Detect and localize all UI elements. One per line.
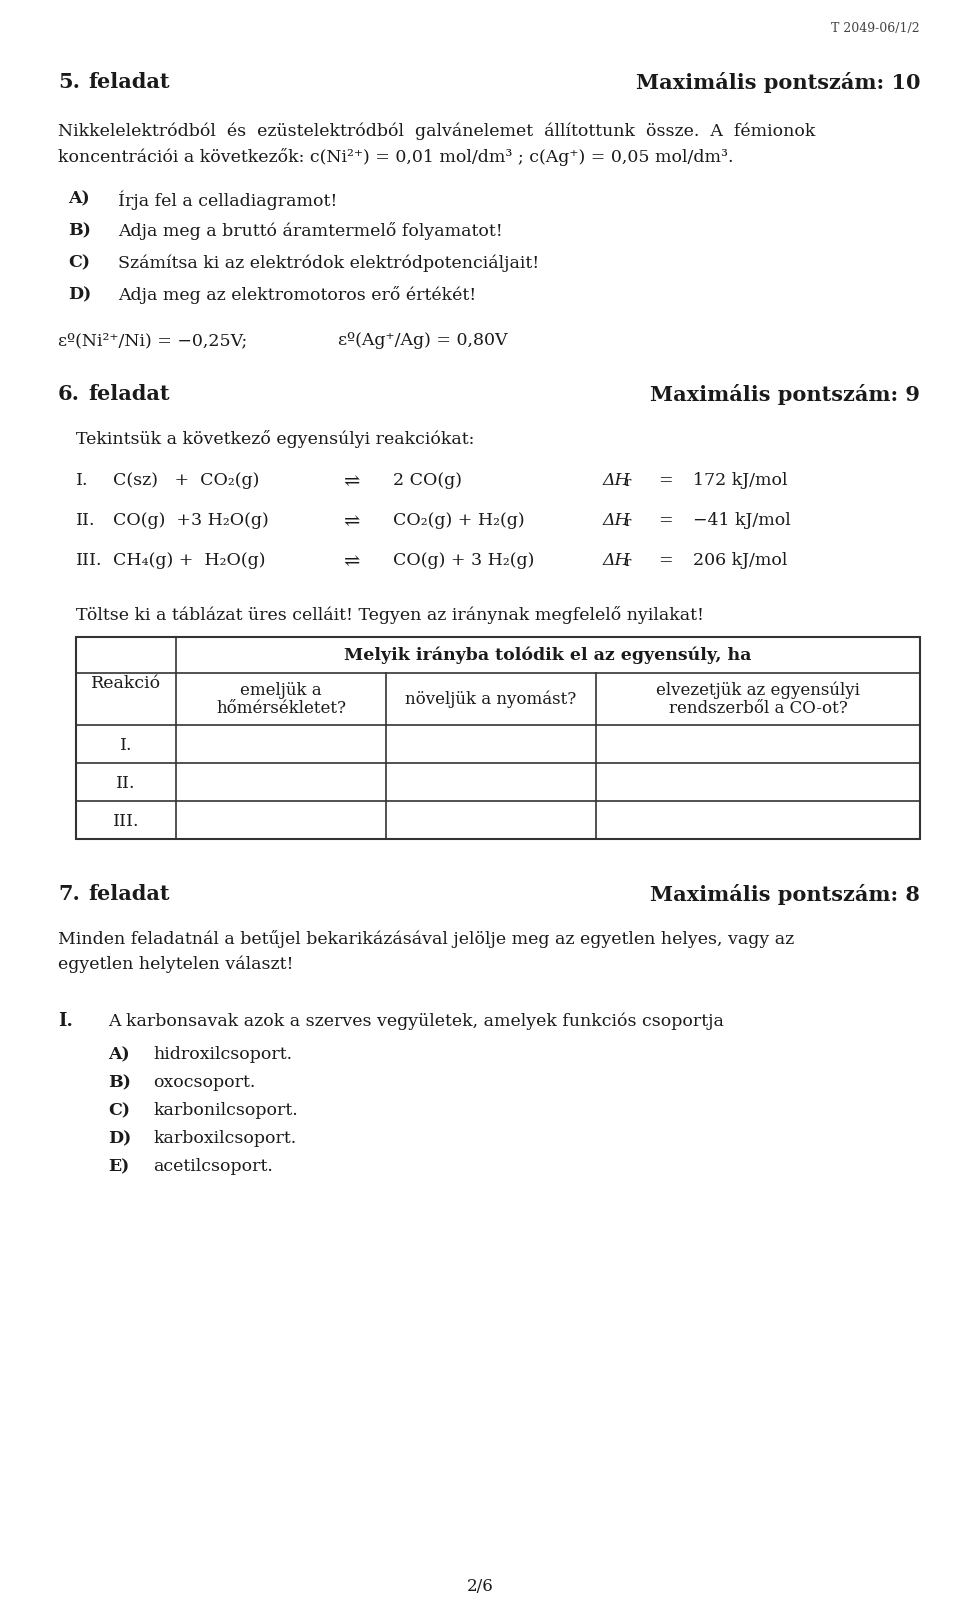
Text: Maximális pontszám: 10: Maximális pontszám: 10 (636, 72, 920, 93)
Text: A): A) (108, 1045, 130, 1062)
Text: Reakció: Reakció (91, 675, 161, 691)
Text: elvezetjük az egyensúlyi: elvezetjük az egyensúlyi (656, 681, 860, 699)
Text: Tekintsük a következő egyensúlyi reakciókat:: Tekintsük a következő egyensúlyi reakció… (76, 429, 474, 448)
Text: 2/6: 2/6 (467, 1576, 493, 1594)
Text: ΔH: ΔH (603, 472, 631, 489)
Text: C(sz)   +  CO₂(g): C(sz) + CO₂(g) (113, 472, 259, 489)
Text: III.: III. (112, 813, 139, 829)
Text: oxocsoport.: oxocsoport. (153, 1073, 255, 1090)
Text: =: = (658, 511, 673, 529)
Text: hidroxilcsoport.: hidroxilcsoport. (153, 1045, 292, 1062)
Text: C): C) (108, 1101, 130, 1118)
Text: B): B) (68, 222, 91, 239)
Text: I.: I. (76, 472, 88, 489)
Text: Számítsa ki az elektródok elektródpotenciáljait!: Számítsa ki az elektródok elektródpotenc… (118, 254, 540, 272)
Text: CH₄(g) +  H₂O(g): CH₄(g) + H₂O(g) (113, 551, 266, 569)
Text: ⇌: ⇌ (343, 511, 359, 530)
Text: Minden feladatnál a betűjel bekarikázásával jelölje meg az egyetlen helyes, vagy: Minden feladatnál a betűjel bekarikázásá… (58, 929, 794, 948)
Text: III.: III. (76, 551, 103, 569)
Text: B): B) (108, 1073, 131, 1090)
Text: 6.: 6. (58, 384, 80, 403)
Text: egyetlen helytelen választ!: egyetlen helytelen választ! (58, 956, 294, 972)
Text: E): E) (108, 1157, 130, 1175)
Text: acetilcsoport.: acetilcsoport. (153, 1157, 273, 1175)
Text: 2 CO(g): 2 CO(g) (393, 472, 462, 489)
Bar (76, 638, 920, 839)
Text: karbonilcsoport.: karbonilcsoport. (153, 1101, 298, 1118)
Text: feladat: feladat (88, 384, 170, 403)
Text: ⇌: ⇌ (343, 472, 359, 490)
Text: εº(Ag⁺/Ag) = 0,80V: εº(Ag⁺/Ag) = 0,80V (338, 331, 508, 349)
Text: Írja fel a celladiagramot!: Írja fel a celladiagramot! (118, 190, 337, 209)
Text: C): C) (68, 254, 90, 272)
Text: emeljük a: emeljük a (240, 681, 322, 699)
Text: −41 kJ/mol: −41 kJ/mol (693, 511, 791, 529)
Text: rendszerből a CO-ot?: rendszerből a CO-ot? (668, 699, 848, 717)
Text: A): A) (68, 190, 89, 207)
Text: 206 kJ/mol: 206 kJ/mol (693, 551, 787, 569)
Text: T 2049-06/1/2: T 2049-06/1/2 (831, 22, 920, 35)
Text: karboxilcsoport.: karboxilcsoport. (153, 1130, 297, 1146)
Text: Maximális pontszám: 9: Maximális pontszám: 9 (650, 384, 920, 405)
Text: koncentrációi a következők: c(Ni²⁺) = 0,01 mol/dm³ ; c(Ag⁺) = 0,05 mol/dm³.: koncentrációi a következők: c(Ni²⁺) = 0,… (58, 148, 733, 166)
Text: ΔH: ΔH (603, 551, 631, 569)
Text: Nikkelelektródból  és  ezüstelektródból  galvánelemet  állítottunk  össze.  A  f: Nikkelelektródból és ezüstelektródból ga… (58, 122, 815, 140)
Text: =: = (658, 551, 673, 569)
Text: I.: I. (120, 736, 132, 754)
Text: 7.: 7. (58, 884, 80, 903)
Text: II.: II. (76, 511, 95, 529)
Text: Adja meg a bruttó áramtermelő folyamatot!: Adja meg a bruttó áramtermelő folyamatot… (118, 222, 503, 239)
Text: növeljük a nyomást?: növeljük a nyomást? (405, 691, 577, 709)
Text: 172 kJ/mol: 172 kJ/mol (693, 472, 787, 489)
Text: A karbonsavak azok a szerves vegyületek, amelyek funkciós csoportja: A karbonsavak azok a szerves vegyületek,… (108, 1011, 724, 1028)
Text: II.: II. (116, 775, 135, 792)
Text: ΔH: ΔH (603, 511, 631, 529)
Text: feladat: feladat (88, 884, 170, 903)
Text: r: r (625, 516, 632, 529)
Text: Melyik irányba tolódik el az egyensúly, ha: Melyik irányba tolódik el az egyensúly, … (345, 646, 752, 664)
Text: =: = (658, 472, 673, 489)
Text: CO₂(g) + H₂(g): CO₂(g) + H₂(g) (393, 511, 524, 529)
Text: feladat: feladat (88, 72, 170, 92)
Text: Maximális pontszám: 8: Maximális pontszám: 8 (650, 884, 920, 905)
Text: r: r (625, 476, 632, 489)
Text: CO(g)  +3 H₂O(g): CO(g) +3 H₂O(g) (113, 511, 269, 529)
Text: I.: I. (58, 1011, 73, 1030)
Text: D): D) (68, 286, 91, 302)
Text: Adja meg az elektromotoros erő értékét!: Adja meg az elektromotoros erő értékét! (118, 286, 476, 304)
Text: CO(g) + 3 H₂(g): CO(g) + 3 H₂(g) (393, 551, 535, 569)
Text: D): D) (108, 1130, 132, 1146)
Text: 5.: 5. (58, 72, 80, 92)
Text: ⇌: ⇌ (343, 551, 359, 569)
Text: εº(Ni²⁺/Ni) = −0,25V;: εº(Ni²⁺/Ni) = −0,25V; (58, 331, 248, 349)
Text: Töltse ki a táblázat üres celláit! Tegyen az iránynak megfelelő nyilakat!: Töltse ki a táblázat üres celláit! Tegye… (76, 606, 704, 624)
Text: hőmérsékletet?: hőmérsékletet? (216, 699, 346, 717)
Text: r: r (625, 556, 632, 569)
